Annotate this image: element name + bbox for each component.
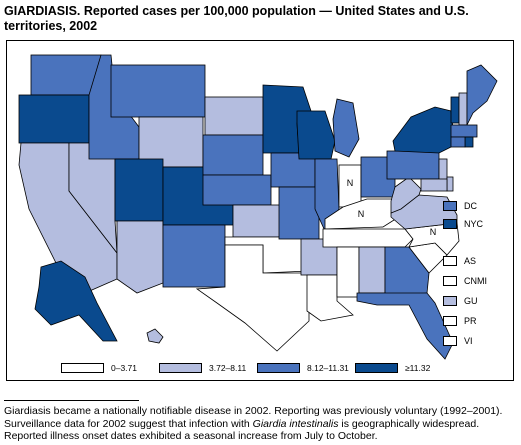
footnote: Giardiasis became a nationally notifiabl… bbox=[4, 405, 518, 443]
footnote-text: Giardiasis became a nationally notifiabl… bbox=[4, 405, 503, 442]
legend-label: 8.12–11.31 bbox=[307, 363, 349, 373]
state-nc bbox=[404, 222, 460, 256]
state-ri bbox=[464, 136, 474, 148]
territory-label: GU bbox=[464, 296, 478, 306]
state-az bbox=[116, 220, 164, 294]
legend-swatch bbox=[257, 363, 300, 373]
not-notifiable-marker: N bbox=[430, 227, 437, 237]
state-hi bbox=[146, 328, 164, 344]
state-nd bbox=[204, 96, 264, 136]
state-tx bbox=[195, 244, 310, 352]
state-mo bbox=[278, 186, 320, 240]
territory-swatch bbox=[443, 276, 457, 286]
legend-label: ≥11.32 bbox=[405, 363, 431, 373]
state-me bbox=[466, 64, 498, 126]
legend-swatch bbox=[159, 363, 202, 373]
state-md bbox=[420, 178, 448, 192]
state-de bbox=[446, 176, 454, 192]
territory-label: CNMI bbox=[464, 276, 487, 286]
territory-swatch bbox=[443, 296, 457, 306]
state-nh bbox=[458, 92, 468, 126]
state-ny bbox=[392, 106, 456, 154]
legend-swatch bbox=[61, 363, 104, 373]
state-sd bbox=[202, 134, 264, 176]
legend-label: 3.72–8.11 bbox=[209, 363, 247, 373]
footnote-rule bbox=[4, 400, 139, 401]
state-tn bbox=[322, 228, 414, 248]
state-ct bbox=[450, 136, 466, 148]
us-choropleth-map: N N N bbox=[18, 54, 498, 360]
state-ut bbox=[114, 158, 164, 222]
state-ms bbox=[336, 246, 360, 298]
state-wa bbox=[30, 54, 102, 96]
map-frame: N N N DC NYC AS CNMI GU PR VI 0–3.71 3.72–8.11 8.… bbox=[6, 40, 514, 381]
territory-label: AS bbox=[464, 256, 477, 266]
state-or bbox=[18, 94, 90, 144]
state-ma bbox=[450, 124, 478, 138]
map-title: GIARDIASIS. Reported cases per 100,000 p… bbox=[4, 4, 469, 33]
territory-label: VI bbox=[464, 336, 473, 346]
territory-swatch bbox=[443, 256, 457, 266]
territory-swatch bbox=[443, 336, 457, 346]
area-label: NYC bbox=[464, 219, 484, 229]
state-ak bbox=[34, 260, 118, 342]
legend-swatch bbox=[355, 363, 398, 373]
area-swatch bbox=[443, 201, 457, 211]
state-pa bbox=[386, 150, 440, 180]
state-mi bbox=[332, 98, 360, 158]
area-swatch bbox=[443, 219, 457, 229]
state-nm bbox=[162, 224, 226, 288]
area-label: DC bbox=[464, 201, 477, 211]
territory-label: PR bbox=[464, 316, 477, 326]
state-wi bbox=[296, 110, 336, 160]
state-vt bbox=[450, 96, 460, 124]
not-notifiable-marker: N bbox=[347, 178, 354, 188]
legend-label: 0–3.71 bbox=[111, 363, 137, 373]
state-al bbox=[358, 246, 386, 294]
state-ne bbox=[202, 174, 272, 206]
not-notifiable-marker: N bbox=[358, 209, 365, 219]
territory-swatch bbox=[443, 316, 457, 326]
state-mt bbox=[110, 64, 206, 118]
state-fl bbox=[356, 292, 454, 360]
species-name: Giardia intestinalis bbox=[252, 417, 339, 430]
